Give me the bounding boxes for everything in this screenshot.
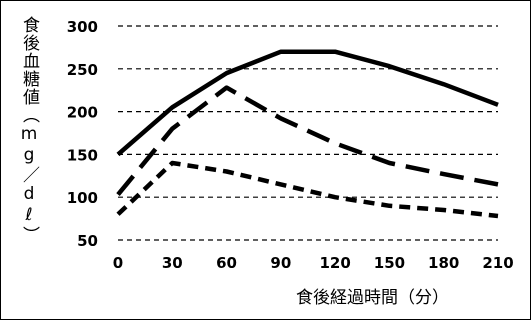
series-lines (116, 49, 499, 219)
y-axis-label: 食後血糖値（mg／dℓ） (19, 16, 39, 244)
x-axis-label: 食後経過時間（分） (296, 288, 449, 308)
x-tick-label-90: 90 (270, 254, 291, 272)
x-tick-label-150: 150 (374, 254, 405, 272)
y-tick-label-50: 50 (77, 232, 98, 250)
x-tick-label-30: 30 (162, 254, 183, 272)
y-tick-label-100: 100 (67, 189, 98, 207)
series-line-solid (116, 49, 499, 157)
x-tick-label-120: 120 (319, 254, 350, 272)
y-tick-label-250: 250 (67, 61, 98, 79)
series-line-short-dash (116, 160, 499, 219)
y-tick-label-300: 300 (67, 18, 98, 36)
x-tick-label-180: 180 (428, 254, 459, 272)
y-tick-label-150: 150 (67, 146, 98, 164)
x-tick-label-0: 0 (113, 254, 123, 272)
series-line-long-dash (116, 85, 499, 197)
grid-lines (118, 25, 498, 241)
x-tick-labels: 0 30 60 90 120 150 180 210 (113, 254, 514, 272)
y-tick-labels: 50 100 150 200 250 300 (67, 18, 98, 250)
y-tick-label-200: 200 (67, 104, 98, 122)
x-tick-label-60: 60 (216, 254, 237, 272)
x-tick-label-210: 210 (482, 254, 513, 272)
